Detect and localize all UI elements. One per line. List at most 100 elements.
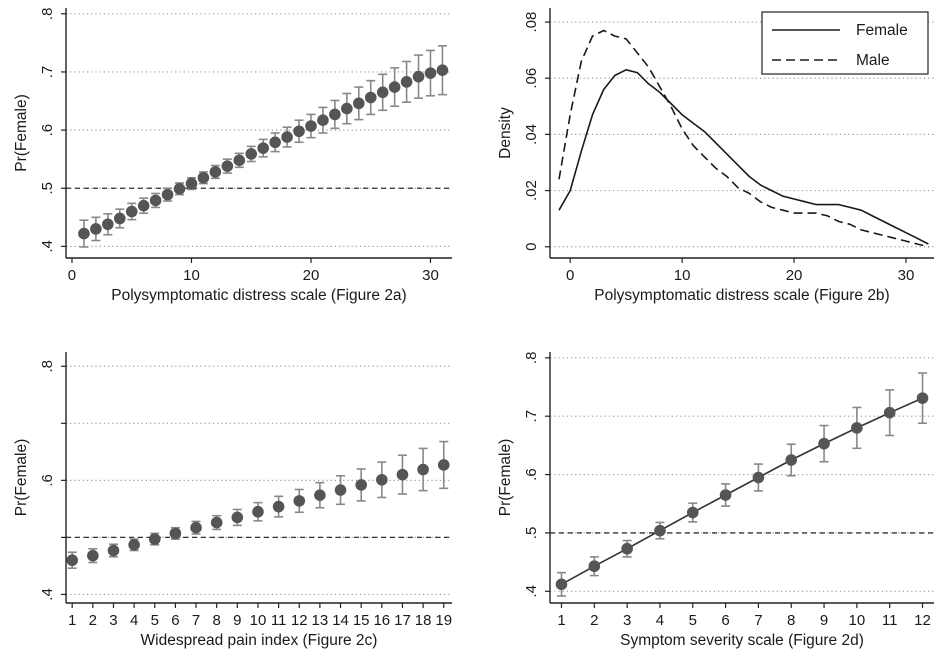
data-point (161, 188, 174, 201)
data-point (364, 91, 377, 104)
data-point (396, 468, 409, 481)
y-tick-label: .4 (523, 585, 540, 598)
x-tick-label: 6 (721, 612, 729, 629)
x-tick-label: 7 (754, 612, 762, 629)
data-point (916, 392, 929, 404)
x-tick-label: 20 (303, 267, 320, 284)
x-tick-label: 0 (68, 267, 76, 284)
data-point (355, 479, 367, 491)
x-tick-label: 5 (689, 612, 697, 629)
x-tick-label: 10 (183, 267, 200, 284)
y-tick-label: .7 (39, 66, 56, 79)
x-tick-label: 19 (435, 612, 452, 629)
y-tick-label: .06 (523, 68, 540, 89)
data-point (412, 70, 425, 83)
x-tick-label: 9 (820, 612, 828, 629)
x-tick-label: 30 (422, 267, 439, 284)
y-tick-label: .4 (39, 240, 56, 253)
data-point (231, 511, 244, 524)
data-point (293, 125, 305, 138)
data-point (686, 506, 699, 519)
data-point (588, 560, 601, 573)
data-point (102, 218, 114, 231)
data-point (388, 81, 401, 93)
x-axis-title: Widespread pain index (Figure 2c) (141, 632, 378, 649)
y-tick-label: .8 (39, 360, 56, 373)
legend: Female Male (761, 11, 929, 75)
x-tick-label: 6 (171, 612, 179, 629)
x-tick-label: 11 (882, 612, 898, 629)
y-tick-label: .8 (523, 352, 540, 365)
y-tick-label: .7 (523, 410, 540, 423)
x-tick-label: 9 (233, 612, 241, 629)
x-tick-label: 13 (312, 612, 329, 629)
data-point (269, 136, 281, 149)
data-point (851, 422, 863, 434)
x-tick-label: 4 (656, 612, 664, 629)
data-point (376, 473, 388, 486)
data-point (245, 148, 258, 160)
y-tick-label: 0 (523, 243, 540, 251)
y-tick-label: .8 (39, 8, 56, 21)
y-tick-label: .6 (39, 474, 56, 487)
x-tick-label: 4 (130, 612, 138, 629)
data-point (272, 500, 285, 513)
y-axis-title: Pr(Female) (497, 439, 514, 517)
x-tick-label: 2 (590, 612, 598, 629)
x-tick-label: 3 (623, 612, 631, 629)
y-tick-label: .6 (523, 468, 540, 481)
data-point (78, 227, 90, 240)
data-point (785, 454, 798, 466)
data-point (305, 120, 317, 132)
data-point (281, 131, 293, 143)
y-tick-label: .5 (523, 527, 540, 540)
x-axis-title: Symptom severity scale (Figure 2d) (620, 632, 864, 649)
data-point (555, 578, 568, 591)
data-point (87, 549, 99, 562)
chart-fig2b: 0 .02 .04 .06 .08 0 10 20 30 Polysymptomatic dist… (497, 8, 934, 304)
y-tick-label: .4 (39, 588, 56, 601)
data-point (169, 527, 182, 540)
x-tick-label: 15 (353, 612, 370, 629)
y-axis-title: Density (497, 107, 514, 159)
series-line-female (558, 69, 929, 245)
data-point (400, 76, 413, 88)
data-point (317, 114, 329, 127)
data-point (437, 459, 450, 471)
legend-label: Male (856, 52, 890, 69)
x-tick-label: 14 (332, 612, 349, 629)
data-point (436, 64, 449, 77)
data-point (197, 171, 210, 184)
data-point (883, 406, 896, 419)
y-axis-title: Pr(Female) (13, 94, 30, 172)
data-point (654, 524, 666, 537)
data-point (185, 177, 198, 190)
chart-fig2a: .4 .5 .6 .7 .8 0 10 20 30 Polysymptomatic distres… (13, 8, 452, 304)
x-tick-label: 8 (213, 612, 221, 629)
x-tick-label: 0 (566, 267, 574, 284)
data-point (417, 463, 429, 476)
x-axis-title: Polysymptomatic distress scale (Figure 2… (111, 287, 406, 304)
series-line-male (558, 29, 929, 248)
x-tick-label: 12 (914, 612, 931, 629)
data-point (137, 199, 150, 212)
x-tick-label: 10 (674, 267, 691, 284)
data-point (621, 542, 633, 555)
data-point (173, 183, 186, 195)
x-tick-label: 17 (394, 612, 411, 629)
data-point (257, 142, 269, 154)
data-point (149, 194, 162, 207)
chart-fig2c: .4.6.81 2 3 4 5 6 7 8 9 10 11 12 13 14 15 16 17 18 19Wides… (13, 352, 452, 649)
x-tick-label: 3 (109, 612, 117, 629)
y-tick-label: .08 (523, 12, 540, 33)
data-point (314, 489, 326, 501)
legend-label: Female (856, 22, 908, 39)
data-point (113, 212, 126, 225)
data-point (341, 102, 353, 115)
x-tick-label: 1 (68, 612, 76, 629)
legend-box (761, 11, 929, 75)
fit-line (561, 397, 923, 586)
y-tick-label: .02 (523, 180, 540, 201)
